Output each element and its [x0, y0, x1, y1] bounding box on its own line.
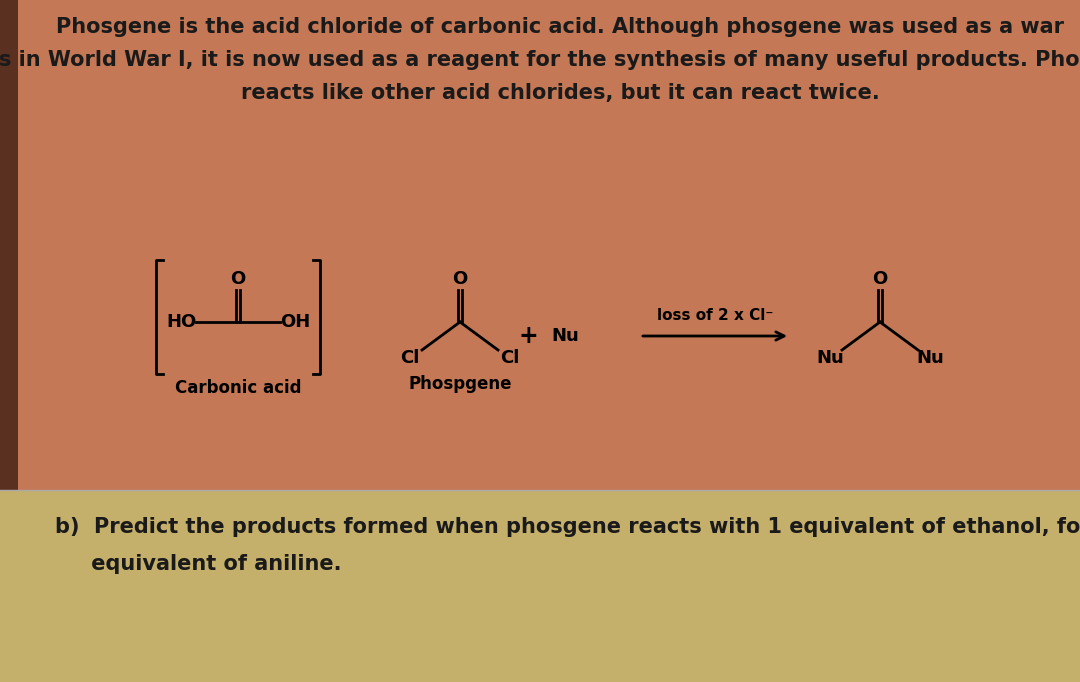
Bar	[0, 0, 1080, 490]
Text: O: O	[230, 270, 245, 288]
Text: loss of 2 x Cl⁻: loss of 2 x Cl⁻	[657, 308, 773, 323]
Text: b)  Predict the products formed when phosgene reacts with 1 equivalent of ethano: b) Predict the products formed when phos…	[55, 517, 1080, 537]
Text: HO: HO	[167, 313, 198, 331]
Text: O: O	[873, 270, 888, 288]
Text: Phospgene: Phospgene	[408, 375, 512, 393]
Text: Nu: Nu	[551, 327, 579, 345]
Text: Carbonic acid: Carbonic acid	[175, 379, 301, 397]
Text: equivalent of aniline.: equivalent of aniline.	[55, 554, 341, 574]
Text: Cl: Cl	[500, 349, 519, 367]
Text: Nu: Nu	[916, 349, 944, 367]
Text: Cl: Cl	[401, 349, 420, 367]
Text: reacts like other acid chlorides, but it can react twice.: reacts like other acid chlorides, but it…	[241, 83, 879, 103]
Bar	[0, 490, 1080, 682]
Bar	[0, 0, 18, 490]
Text: O: O	[453, 270, 468, 288]
Text: OH: OH	[280, 313, 310, 331]
Text: +: +	[518, 324, 538, 348]
Text: gas in World War I, it is now used as a reagent for the synthesis of many useful: gas in World War I, it is now used as a …	[0, 50, 1080, 70]
Text: Phosgene is the acid chloride of carbonic acid. Although phosgene was used as a : Phosgene is the acid chloride of carboni…	[56, 17, 1064, 37]
Text: Nu: Nu	[816, 349, 843, 367]
